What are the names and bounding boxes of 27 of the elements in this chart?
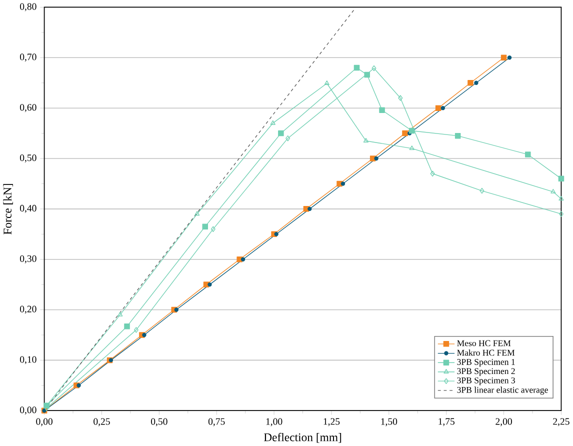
y-tick-label: 0,50: [20, 154, 36, 163]
y-tick-label: 0,30: [20, 255, 36, 264]
legend-label: 3PB Specimen 3: [457, 377, 515, 386]
y-tick-label: 0,20: [20, 306, 36, 314]
y-tick-label: 0,60: [20, 104, 36, 112]
x-tick-label: 1,25: [324, 418, 340, 426]
x-tick-label: 0,75: [208, 418, 225, 426]
y-tick-label: 0,10: [20, 356, 36, 364]
y-tick-label: 0,40: [20, 204, 36, 213]
x-tick-label: 0,25: [94, 418, 110, 426]
y-tick-label: 0,80: [20, 3, 36, 12]
y-tick-label: 0,70: [20, 54, 36, 62]
x-tick-label: 0,50: [151, 418, 168, 426]
x-tick-label: 1,50: [381, 418, 398, 426]
legend-label: 3PB Specimen 1: [457, 359, 515, 367]
y-tick-label: 0,00: [20, 406, 36, 415]
legend-label: Makro HC FEM: [457, 350, 515, 356]
x-tick-label: 2,25: [553, 418, 570, 426]
x-tick-label: 2,00: [496, 418, 512, 426]
legend-label: Meso HC FEM: [457, 340, 511, 346]
x-tick-label: 1,00: [266, 418, 282, 426]
x-axis-title: Deflection [mm]: [264, 432, 342, 443]
y-axis-title: Force [kN]: [3, 184, 13, 234]
x-tick-label: 1,75: [438, 418, 454, 426]
x-tick-label: 0,00: [36, 418, 52, 426]
legend-label: 3PB linear elastic average: [457, 386, 548, 395]
legend-label: 3PB Specimen 2: [457, 368, 515, 376]
